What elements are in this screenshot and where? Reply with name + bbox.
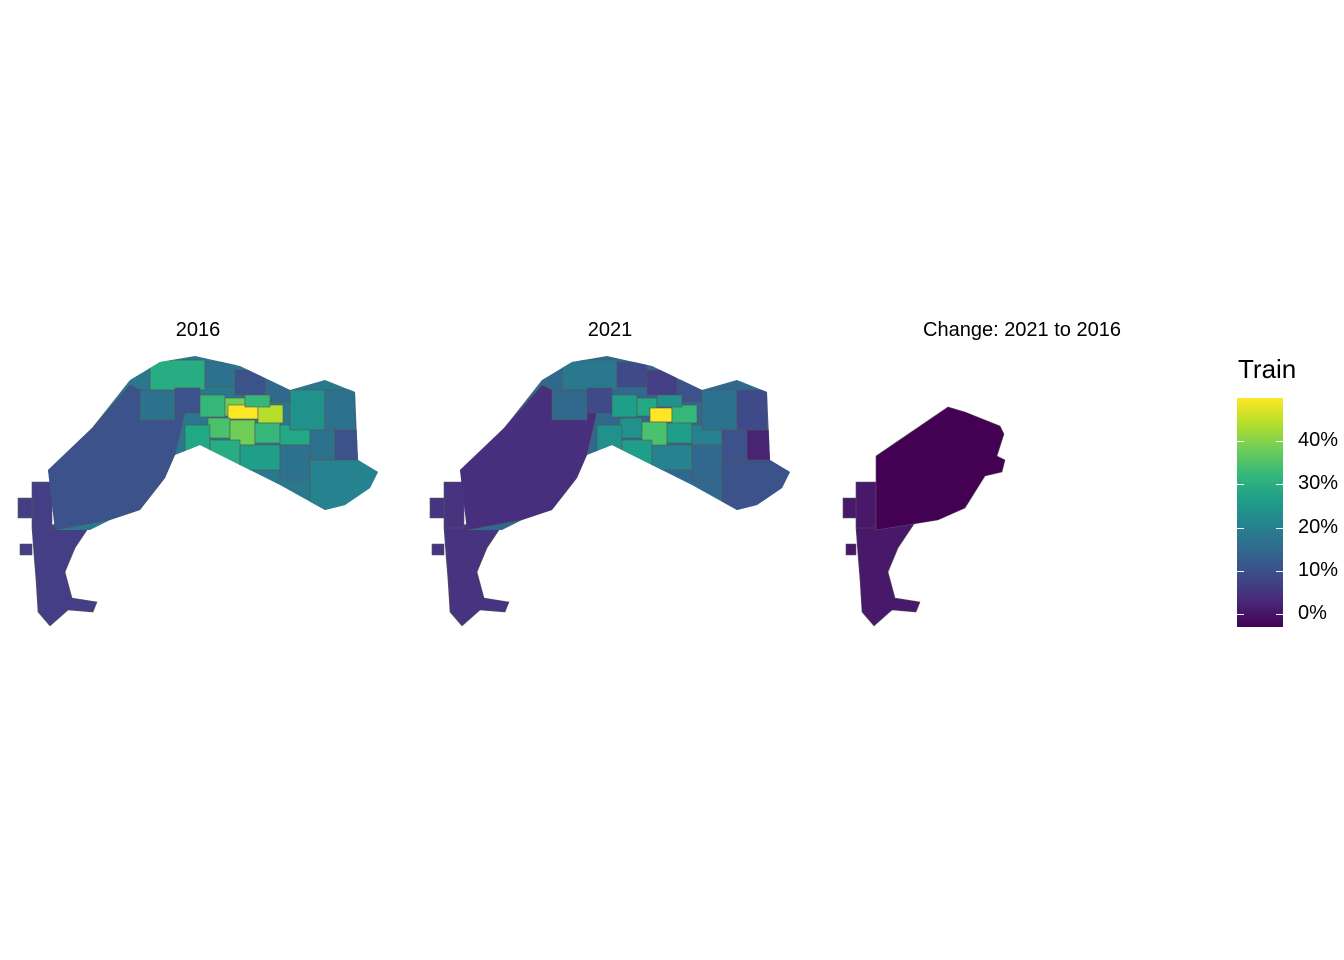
legend-tick-mark xyxy=(1237,441,1244,443)
legend-tick-label: 30% xyxy=(1298,472,1339,495)
panel-title-2016: 2016 xyxy=(175,319,221,341)
legend-tick-mark xyxy=(1237,570,1244,572)
region-west-small-1 xyxy=(31,481,53,529)
legend-tick-mark xyxy=(1276,527,1283,529)
legend-tick-mark xyxy=(1276,484,1283,486)
region-west-large xyxy=(875,406,1006,531)
map-2016 xyxy=(17,356,378,627)
region-south-peninsula xyxy=(855,517,921,627)
legend-tick-mark xyxy=(1276,441,1283,443)
legend-tick-label: 0% xyxy=(1298,602,1327,625)
legend-colorbar xyxy=(1237,398,1283,627)
region-west-small-3 xyxy=(19,543,33,556)
legend-tick-label: 20% xyxy=(1298,515,1339,538)
region-west-small-3 xyxy=(431,543,445,556)
panel-title-change: Change: 2021 to 2016 xyxy=(923,319,1121,341)
legend-tick-mark xyxy=(1237,484,1244,486)
region-west-large xyxy=(48,384,186,530)
legend-tick-mark xyxy=(1276,614,1283,616)
region-south-peninsula xyxy=(31,517,98,627)
legend-tick-mark xyxy=(1276,570,1283,572)
map-change xyxy=(842,406,1006,627)
region-west-large xyxy=(460,384,598,530)
region-south-peninsula xyxy=(443,517,510,627)
legend-tick-mark xyxy=(1237,527,1244,529)
region-west-small-1 xyxy=(443,481,465,529)
region-west-small-2 xyxy=(842,497,857,519)
legend-tick-label: 40% xyxy=(1298,429,1339,452)
region-cbd-peak xyxy=(649,407,673,423)
region-west-small-1 xyxy=(855,481,877,529)
region-west-small-2 xyxy=(17,497,33,519)
region-west-small-3 xyxy=(845,543,857,556)
legend-tick-mark xyxy=(1237,614,1244,616)
region-west-small-2 xyxy=(429,497,445,519)
region-north xyxy=(204,361,236,388)
legend-title: Train xyxy=(1238,354,1297,384)
panel-title-2021: 2021 xyxy=(587,319,633,341)
legend-tick-label: 10% xyxy=(1298,558,1339,581)
map-2021 xyxy=(429,356,790,627)
region-north-west xyxy=(149,359,206,391)
